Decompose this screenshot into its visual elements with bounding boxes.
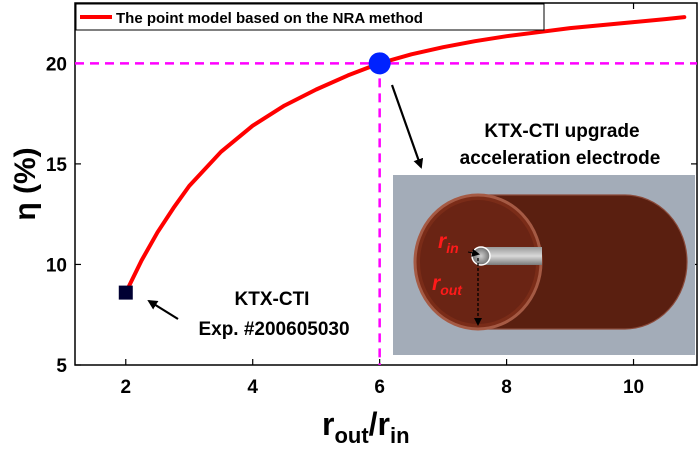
x-axis-title: rout/rin — [322, 406, 410, 448]
y-tick-label: 15 — [46, 155, 68, 176]
r-in-arrow — [467, 248, 480, 257]
annotation-experiment-line1: KTX-CTI — [235, 289, 310, 310]
y-tick-label: 10 — [46, 255, 67, 276]
y-axis-title: η (%) — [9, 147, 42, 220]
r-out-label: rout — [432, 272, 463, 298]
x-tick-label: 2 — [120, 377, 131, 398]
legend-box — [75, 3, 545, 31]
legend-label: The point model based on the NRA method — [116, 10, 423, 27]
annotation-upgrade-line1: KTX-CTI upgrade — [484, 121, 639, 142]
y-axis-ticks: 5 10 15 20 — [46, 54, 697, 377]
extraction-rod — [480, 247, 542, 265]
electrode-inset-image: rin rout — [393, 175, 695, 355]
x-tick-label: 6 — [374, 377, 385, 398]
legend: The point model based on the NRA method — [75, 3, 545, 31]
marker-ktx-cti-experiment — [118, 285, 133, 300]
rod-aperture — [471, 246, 491, 266]
y-tick-label: 5 — [56, 356, 67, 377]
arrow-to-experiment — [147, 299, 179, 320]
annotation-upgrade-line2: acceleration electrode — [460, 148, 661, 169]
annotation-experiment-line2: Exp. #200605030 — [198, 319, 349, 340]
x-tick-label: 10 — [623, 377, 644, 398]
marker-upgrade-electrode — [368, 52, 391, 75]
arrow-from-upgrade — [390, 84, 424, 169]
r-in-label: rin — [438, 230, 459, 256]
y-tick-label: 20 — [46, 54, 67, 75]
x-tick-label: 4 — [247, 377, 258, 398]
x-tick-label: 8 — [501, 377, 512, 398]
